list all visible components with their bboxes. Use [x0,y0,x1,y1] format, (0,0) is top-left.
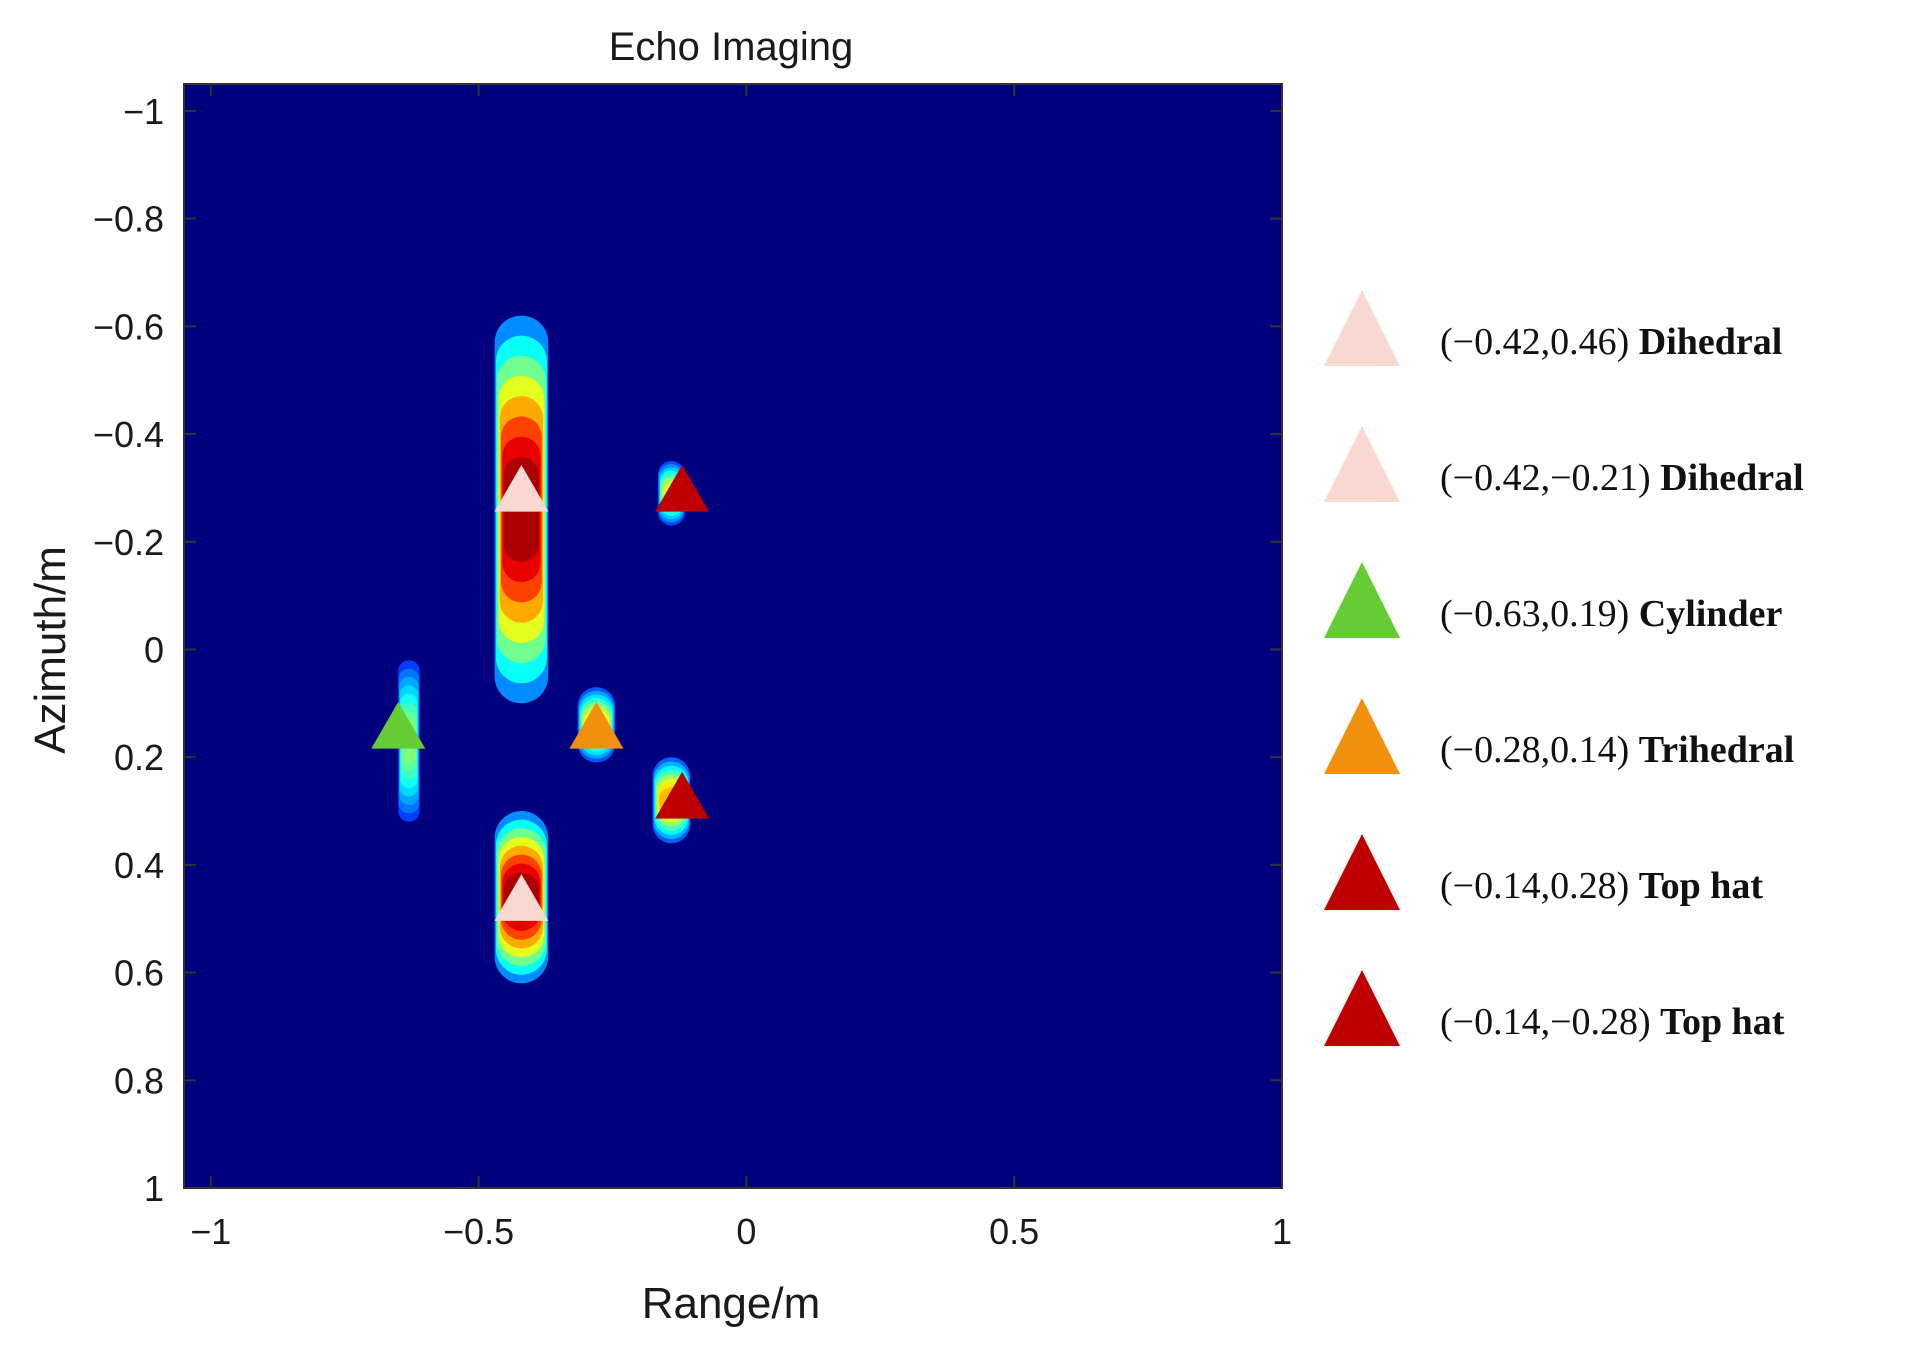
legend-coords: (−0.14,−0.28) [1440,1001,1660,1043]
y-axis-ticks: −1 −0.8 −0.6 −0.4 −0.2 0 0.2 0.4 0.6 0.8 1 [93,91,1282,1209]
y-tick-label: 0.8 [114,1060,164,1101]
legend-label: (−0.14,0.28) Top hat [1440,865,1763,907]
y-tick-label: 0.6 [114,953,164,994]
legend-item: (−0.14,−0.28) Top hat [1324,970,1785,1046]
y-tick-label: −0.2 [93,522,164,563]
legend-label: (−0.28,0.14) Trihedral [1440,729,1794,771]
chart-title: Echo Imaging [609,25,854,69]
x-tick-label: 1 [1272,1211,1292,1252]
x-tick-label: −1 [190,1211,231,1252]
y-tick-label: 0.2 [114,737,164,778]
legend-marker [1324,698,1400,774]
legend-label: (−0.14,−0.28) Top hat [1440,1001,1785,1043]
legend-item: (−0.63,0.19) Cylinder [1324,562,1782,638]
x-tick-label: 0 [736,1211,756,1252]
target-marker [494,464,549,512]
target-marker [655,464,710,512]
legend-target-name: Top hat [1660,1001,1785,1043]
legend-coords: (−0.63,0.19) [1440,593,1639,635]
x-tick-label: 0.5 [989,1211,1039,1252]
legend-marker [1324,426,1400,502]
legend-marker [1324,290,1400,366]
x-axis-label: Range/m [642,1279,821,1328]
y-tick-label: −0.6 [93,306,164,347]
target-marker [569,701,624,749]
legend-marker [1324,970,1400,1046]
legend-target-name: Cylinder [1639,593,1783,635]
y-tick-label: −0.8 [93,199,164,240]
legend-target-name: Dihedral [1660,457,1804,499]
image-background [184,84,1282,1188]
legend-target-name: Trihedral [1639,729,1795,771]
legend-marker [1324,834,1400,910]
legend: (−0.42,0.46) Dihedral(−0.42,−0.21) Dihed… [1324,290,1804,1046]
x-axis-ticks: −1 −0.5 0 0.5 1 [190,84,1292,1252]
target-marker [655,771,710,819]
legend-target-name: Dihedral [1639,321,1783,363]
legend-coords: (−0.42,0.46) [1440,321,1639,363]
y-tick-label: 0.4 [114,845,164,886]
target-marker [371,701,426,749]
legend-item: (−0.28,0.14) Trihedral [1324,698,1794,774]
legend-coords: (−0.28,0.14) [1440,729,1639,771]
legend-item: (−0.42,−0.21) Dihedral [1324,426,1804,502]
legend-item: (−0.14,0.28) Top hat [1324,834,1763,910]
legend-item: (−0.42,0.46) Dihedral [1324,290,1782,366]
legend-marker [1324,562,1400,638]
legend-label: (−0.63,0.19) Cylinder [1440,593,1782,635]
y-tick-label: 0 [144,629,164,670]
y-axis-label: Azimuth/m [26,546,75,754]
y-tick-label: 1 [144,1168,164,1209]
plot-frame [183,83,1283,1189]
y-tick-label: −0.4 [93,414,164,455]
plot-area [184,84,1282,1188]
legend-coords: (−0.42,−0.21) [1440,457,1660,499]
legend-coords: (−0.14,0.28) [1440,865,1639,907]
legend-label: (−0.42,0.46) Dihedral [1440,321,1782,363]
legend-label: (−0.42,−0.21) Dihedral [1440,457,1804,499]
x-tick-label: −0.5 [443,1211,514,1252]
target-marker [494,874,549,921]
y-tick-label: −1 [123,91,164,132]
legend-target-name: Top hat [1639,865,1764,907]
